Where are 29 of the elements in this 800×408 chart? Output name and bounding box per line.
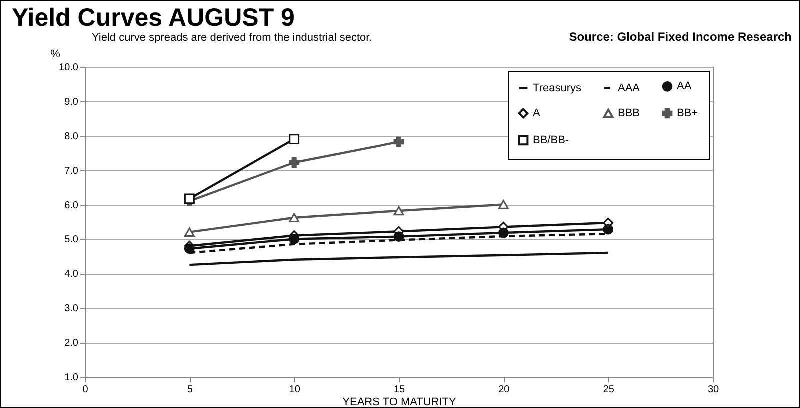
chart-subtitle: Yield curve spreads are derived from the industrial sector.: [92, 32, 372, 44]
legend-label: BB/BB-: [533, 134, 570, 146]
legend-label: Treasurys: [533, 82, 582, 94]
y-tick-label: 10.0: [59, 62, 79, 74]
x-tick-label: 5: [187, 384, 194, 396]
x-tick-label: 15: [394, 384, 406, 396]
x-tick-label: 20: [498, 384, 510, 396]
legend-label: BBB: [618, 108, 640, 120]
y-tick-label: 4.0: [64, 269, 79, 280]
x-tick-label: 30: [708, 384, 720, 396]
chart-title: Yield Curves AUGUST 9: [12, 4, 295, 33]
legend-label: AAA: [618, 82, 641, 94]
x-axis-title: YEARS TO MATURITY: [342, 396, 458, 408]
legend-label: AA: [677, 80, 692, 93]
y-tick-label: 7.0: [64, 166, 79, 177]
y-tick-label: 9.0: [64, 96, 79, 108]
y-tick-label: 6.0: [64, 200, 79, 212]
y-tick-label: 3.0: [64, 304, 79, 315]
y-tick-label: 1.0: [64, 372, 79, 384]
x-tick-label: 25: [603, 384, 615, 396]
y-axis-title: %: [50, 48, 61, 60]
y-tick-label: 5.0: [64, 234, 79, 246]
x-tick-label: 0: [82, 384, 89, 396]
y-tick-label: 2.0: [64, 338, 79, 350]
legend-label: A: [533, 108, 541, 120]
source-note: Source: Global Fixed Income Research: [569, 30, 792, 44]
x-tick-label: 10: [289, 384, 301, 396]
legend-label: BB+: [677, 108, 698, 120]
y-tick-label: 8.0: [64, 131, 79, 142]
